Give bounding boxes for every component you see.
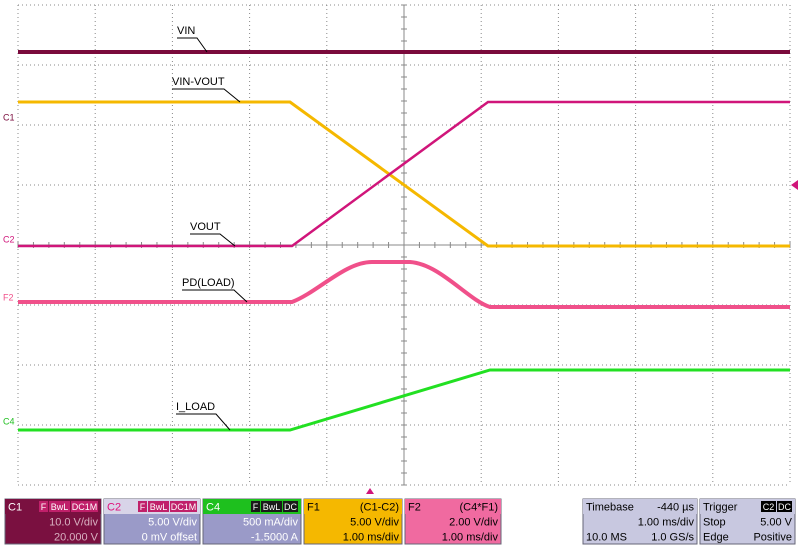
- trace-label: VIN-VOUT: [172, 76, 225, 88]
- trace-label: PD(LOAD): [182, 277, 235, 289]
- panel-value: 1.00 ms/div: [442, 531, 499, 543]
- panel-title: C1: [8, 501, 22, 513]
- panel-header: [583, 499, 697, 514]
- channel-marker: C1: [3, 112, 15, 122]
- panel-title: F2: [408, 501, 421, 513]
- leader: [177, 37, 208, 53]
- panel-tag: F: [140, 502, 146, 512]
- panel-title: Timebase: [586, 501, 634, 513]
- trace-label: I_LOAD: [176, 401, 215, 413]
- channel-marker: F2: [3, 292, 14, 302]
- panel-title: C2: [107, 501, 121, 513]
- panel-tag: DC1M: [72, 502, 98, 512]
- panel-header: [304, 499, 402, 514]
- trace-i-load: [18, 368, 790, 432]
- panel-value: Edge: [703, 531, 729, 543]
- panel-tag-box: [39, 501, 48, 512]
- panel-title: Trigger: [703, 501, 738, 513]
- panel-tag: F: [41, 502, 47, 512]
- panel-value: 5.00 V/div: [148, 516, 197, 528]
- panel-value: Positive: [753, 531, 792, 543]
- trigger-position-marker: [366, 488, 374, 494]
- panel-value: 0 mV offset: [142, 531, 197, 543]
- panel-value: 5.00 V: [760, 516, 792, 528]
- panel-tag-box: [148, 501, 169, 512]
- panel-tag: F: [253, 502, 259, 512]
- panel-tag: DC1M: [171, 502, 197, 512]
- panel-tag-box: [71, 501, 98, 512]
- panel-tag-box: [761, 501, 776, 512]
- panel-value: 1.0 GS/s: [651, 531, 694, 543]
- panel-value: 20.000 V: [54, 531, 99, 543]
- panel-value: 10.0 V/div: [49, 516, 98, 528]
- panel-tag-box: [138, 501, 147, 512]
- panel-tag: BwL: [150, 502, 168, 512]
- trigger-level-marker: [791, 180, 798, 190]
- panel-tag: DC: [778, 502, 791, 512]
- panel-header: [405, 499, 501, 514]
- channel-marker: C4: [3, 416, 15, 426]
- panel-value: 500 mA/div: [243, 516, 299, 528]
- panel-value: 5.00 V/div: [350, 516, 399, 528]
- panel-value: -1.5000 A: [251, 531, 299, 543]
- panel-tag-box: [49, 501, 70, 512]
- panel-tag: BwL: [263, 502, 281, 512]
- leader: [172, 88, 241, 103]
- panel-tag: C2: [763, 502, 775, 512]
- panel-tag-box: [170, 501, 197, 512]
- trace-pd-load: [18, 260, 790, 309]
- panel-title: F1: [307, 501, 320, 513]
- panel-tag: DC: [284, 502, 297, 512]
- panel-value: 2.00 V/div: [449, 516, 498, 528]
- panel-title: C4: [206, 501, 220, 513]
- panel-value: 10.0 MS: [586, 531, 627, 543]
- panel-value: 1.00 ms/div: [638, 516, 695, 528]
- leader: [182, 289, 248, 303]
- panel-value: 1.00 ms/div: [343, 531, 400, 543]
- trace-label: VIN: [177, 25, 195, 37]
- panel-tag-box: [283, 501, 298, 512]
- panel-tag: BwL: [51, 502, 69, 512]
- panel-tag-box: [251, 501, 260, 512]
- trace-label: VOUT: [190, 221, 221, 233]
- panel-subtitle: (C4*F1): [459, 501, 498, 513]
- leader: [190, 233, 236, 247]
- panel-subtitle: (C1-C2): [360, 501, 399, 513]
- panel-value: Stop: [703, 516, 726, 528]
- channel-marker: C2: [3, 234, 15, 244]
- panel-tag-box: [261, 501, 282, 512]
- leader: [176, 413, 231, 431]
- trace-vout: [18, 100, 790, 248]
- panel-subtitle: -440 µs: [657, 501, 694, 513]
- panel-tag-box: [777, 501, 792, 512]
